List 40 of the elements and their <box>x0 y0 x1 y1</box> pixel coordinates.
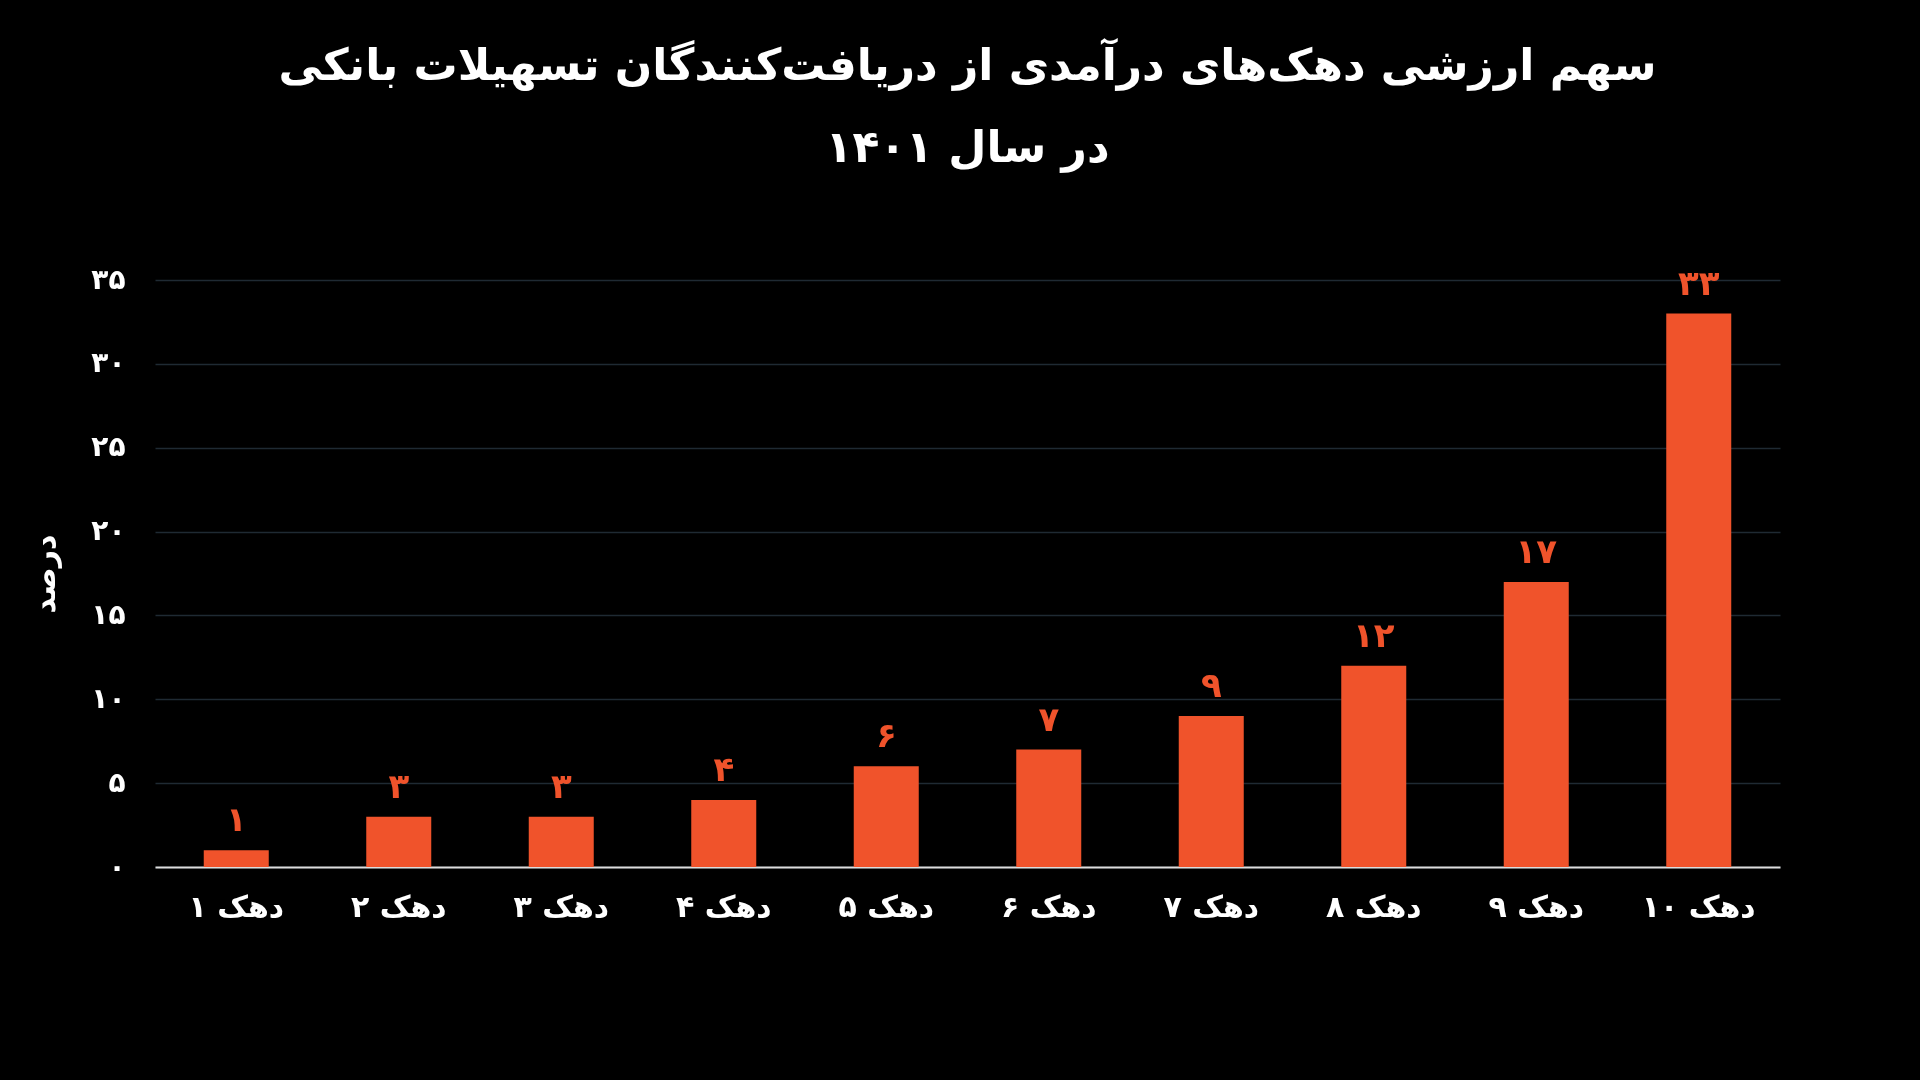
y-tick-label: ۳۰ <box>91 346 126 380</box>
data-label: ۱۲ <box>1352 614 1395 655</box>
bar <box>1016 749 1082 867</box>
x-tick-label: دهک ۲ <box>350 888 447 924</box>
data-label: ۳۳ <box>1677 262 1720 303</box>
bar <box>853 766 919 867</box>
x-tick-label: دهک ۵ <box>838 888 935 924</box>
x-tick-label: دهک ۱ <box>188 888 285 924</box>
bar <box>1666 313 1732 867</box>
bar <box>1341 665 1407 867</box>
data-label: ۴ <box>713 748 735 789</box>
bar <box>203 850 269 867</box>
x-tick-label: دهک ۸ <box>1325 888 1422 924</box>
y-tick-label: ۱۵ <box>91 597 126 631</box>
bar <box>528 816 594 867</box>
bar <box>366 816 432 867</box>
data-label: ۶ <box>875 715 897 756</box>
bar <box>1503 581 1569 867</box>
data-label: ۱۷ <box>1515 530 1558 571</box>
y-tick-label: ۱۰ <box>91 681 126 715</box>
y-axis-title: درصد <box>27 534 63 614</box>
chart-title: سهم ارزشی دهک‌های درآمدی از دریافت‌کنندگان تسهیلات بانکی در سال ۱۴۰۱ <box>278 37 1657 173</box>
y-tick-label: ۳۵ <box>91 262 126 296</box>
y-tick-label: ۰ <box>108 849 126 883</box>
x-tick-label: دهک ۹ <box>1488 888 1585 924</box>
data-label: ۷ <box>1038 698 1060 739</box>
bar <box>1178 716 1244 867</box>
data-label: ۳ <box>388 765 410 806</box>
y-tick-label: ۲۰ <box>91 514 126 548</box>
y-tick-label: ۲۵ <box>91 430 126 464</box>
y-tick-label: ۵ <box>108 765 126 799</box>
x-tick-label: دهک ۶ <box>1000 888 1097 924</box>
x-tick-label: دهک ۳ <box>513 888 610 924</box>
data-label: ۳ <box>550 765 572 806</box>
x-tick-label: دهک ۱۰ <box>1641 888 1756 924</box>
data-label: ۹ <box>1200 665 1222 706</box>
bar <box>691 799 757 867</box>
x-tick-label: دهک ۴ <box>675 888 772 924</box>
data-label: ۱ <box>225 799 247 840</box>
x-tick-label: دهک ۷ <box>1163 888 1260 924</box>
